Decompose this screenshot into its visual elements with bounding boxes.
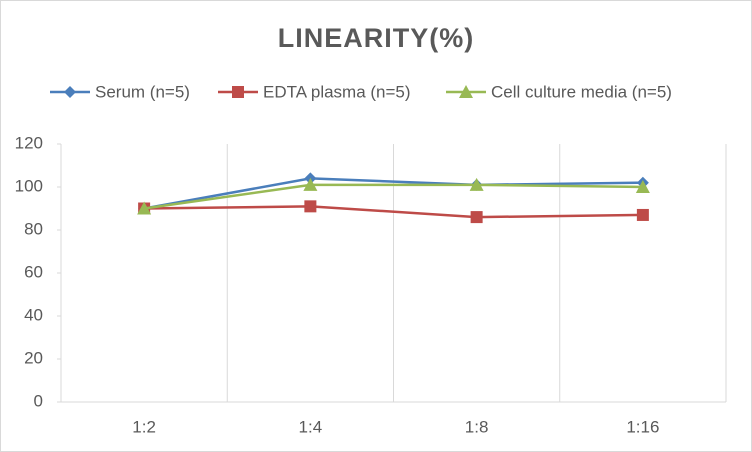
y-tick-label: 20 <box>24 348 43 367</box>
legend-marker <box>459 85 473 98</box>
marker <box>137 201 152 215</box>
legend-label: Serum (n=5) <box>95 82 190 101</box>
marker <box>304 200 317 213</box>
y-tick-label: 80 <box>24 219 43 238</box>
x-tick-label: 1:16 <box>626 417 659 436</box>
series-line <box>143 177 643 210</box>
chart-title: LINEARITY(%) <box>278 23 475 53</box>
y-tick-label: 60 <box>24 262 43 281</box>
marker <box>636 208 649 221</box>
legend-marker <box>232 86 244 98</box>
legend-label: EDTA plasma (n=5) <box>263 82 411 101</box>
legend-label: Cell culture media (n=5) <box>491 82 672 101</box>
legend-marker <box>64 86 76 98</box>
y-tick-label: 0 <box>34 391 43 410</box>
marker <box>469 177 484 191</box>
marker <box>635 180 650 193</box>
y-tick-label: 40 <box>24 305 43 324</box>
x-tick-label: 1:8 <box>465 417 489 436</box>
series-line <box>144 205 643 219</box>
x-tick-label: 1:2 <box>132 417 156 436</box>
x-tick-label: 1:4 <box>299 417 323 436</box>
marker <box>470 211 483 224</box>
y-tick-label: 120 <box>15 133 43 152</box>
marker <box>303 177 318 191</box>
y-tick-label: 100 <box>15 176 43 195</box>
series-line <box>143 183 643 210</box>
